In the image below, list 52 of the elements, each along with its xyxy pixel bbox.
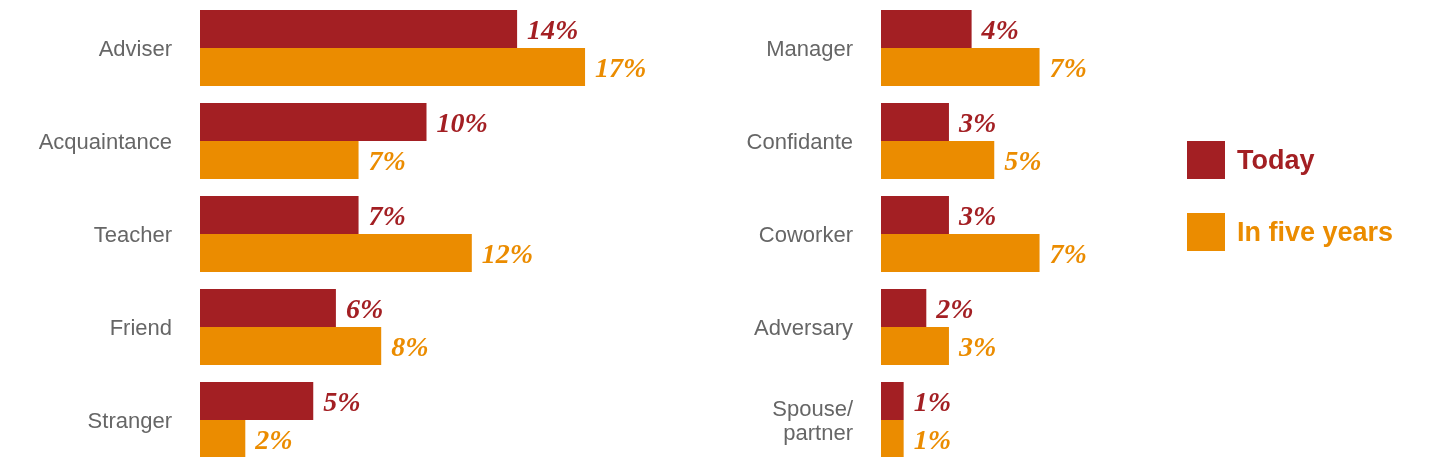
bar bbox=[200, 382, 314, 420]
bar bbox=[200, 327, 382, 365]
bar bbox=[200, 289, 336, 327]
bar bbox=[881, 10, 972, 48]
data-label: 10% bbox=[436, 106, 488, 138]
bar bbox=[200, 103, 427, 141]
bar bbox=[881, 196, 949, 234]
data-label: 5% bbox=[323, 385, 361, 417]
y-tick-label: Confidante bbox=[746, 128, 853, 154]
data-label: 4% bbox=[980, 13, 1019, 45]
data-label: 7% bbox=[368, 199, 406, 231]
y-tick-label: Acquaintance bbox=[38, 128, 172, 154]
data-label: 3% bbox=[957, 199, 997, 231]
data-label: 7% bbox=[368, 144, 406, 176]
y-tick-label: Friend bbox=[109, 314, 172, 340]
data-label: 1% bbox=[913, 385, 951, 417]
bar bbox=[881, 289, 927, 327]
bar bbox=[200, 10, 518, 48]
legend-label: In five years bbox=[1237, 217, 1394, 248]
bar bbox=[200, 48, 586, 86]
data-label: 5% bbox=[1004, 144, 1042, 176]
bar bbox=[881, 382, 904, 420]
data-label: 2% bbox=[254, 423, 293, 455]
bar bbox=[881, 141, 995, 179]
data-label: 8% bbox=[391, 330, 429, 362]
y-tick-label: Coworker bbox=[758, 221, 853, 247]
y-tick-label: Teacher bbox=[93, 221, 172, 247]
data-label: 1% bbox=[913, 423, 951, 455]
bar bbox=[881, 420, 904, 457]
y-tick-label: Stranger bbox=[87, 407, 172, 433]
data-label: 14% bbox=[527, 13, 579, 45]
data-label: 3% bbox=[957, 106, 997, 138]
y-tick-label: Spouse/ partner bbox=[772, 395, 854, 445]
data-label: 17% bbox=[595, 51, 647, 83]
bar bbox=[200, 234, 472, 272]
bar bbox=[881, 48, 1040, 86]
y-tick-label: Adversary bbox=[753, 314, 853, 340]
y-tick-label: Adviser bbox=[98, 35, 172, 61]
bar bbox=[881, 327, 949, 365]
data-label: 7% bbox=[1049, 237, 1087, 269]
legend-label: Today bbox=[1237, 145, 1315, 176]
data-label: 7% bbox=[1049, 51, 1087, 83]
bar bbox=[200, 196, 359, 234]
bar bbox=[881, 103, 949, 141]
bar bbox=[881, 234, 1040, 272]
y-tick-label: Manager bbox=[766, 35, 853, 61]
data-label: 6% bbox=[345, 292, 384, 324]
data-label: 12% bbox=[481, 237, 534, 269]
bar bbox=[200, 141, 359, 179]
data-label: 2% bbox=[935, 292, 974, 324]
bar bbox=[200, 420, 246, 457]
data-label: 3% bbox=[957, 330, 997, 362]
